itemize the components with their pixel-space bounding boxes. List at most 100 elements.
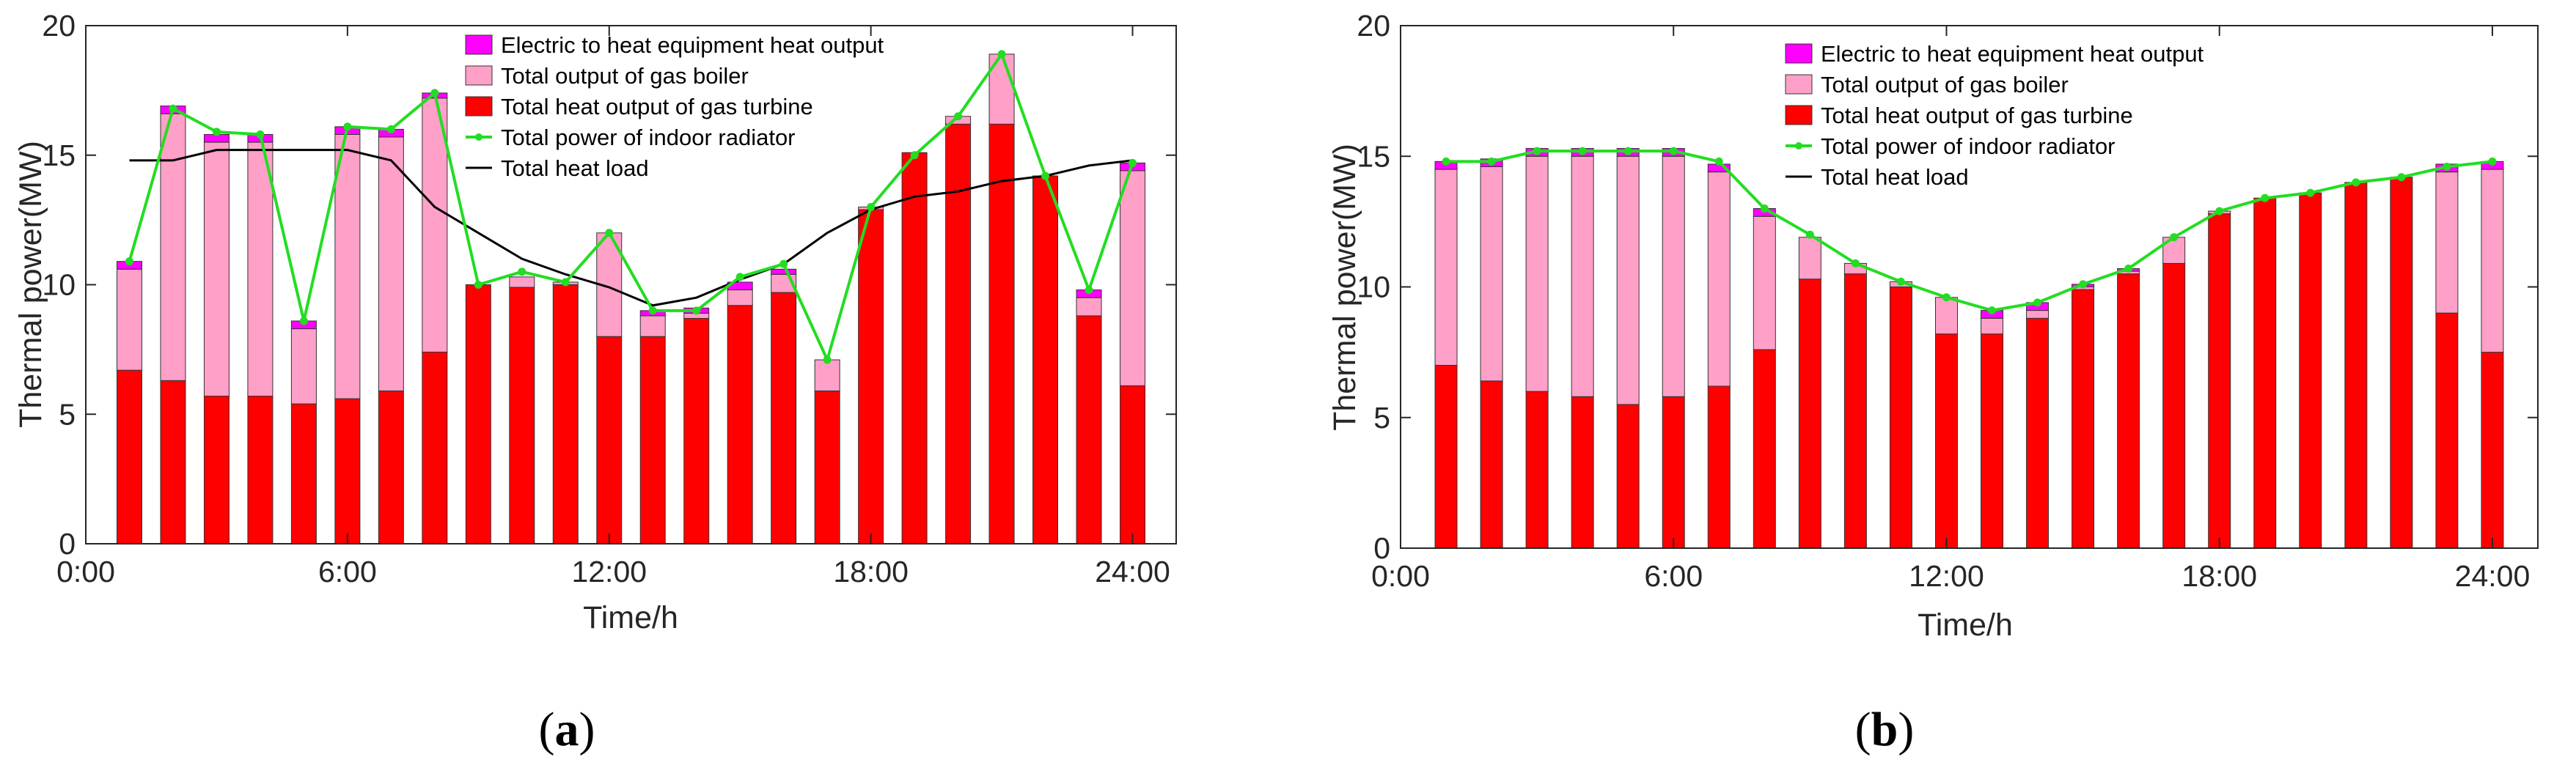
- bar-gas-boiler: [2026, 310, 2050, 319]
- bar-gas-turbine: [422, 351, 448, 544]
- y-tick-label: 15: [1357, 139, 1390, 173]
- bar-gas-boiler: [1525, 155, 1549, 392]
- bar-gas-boiler: [1076, 297, 1102, 317]
- bar-gas-boiler: [2435, 171, 2459, 314]
- bar-gas-turbine: [552, 284, 579, 544]
- bar-gas-turbine: [2481, 352, 2504, 549]
- bar-gas-turbine: [1753, 349, 1776, 549]
- bar-gas-boiler: [422, 97, 448, 352]
- radiator-point: [910, 151, 919, 160]
- bar-gas-boiler: [247, 141, 274, 397]
- bar-gas-turbine: [639, 336, 666, 544]
- bar-gas-turbine: [1889, 287, 1912, 549]
- bar-gas-turbine: [1525, 391, 1549, 549]
- y-tick-label: 0: [59, 527, 76, 561]
- bar-gas-turbine: [465, 284, 491, 544]
- bar-gas-turbine: [683, 317, 710, 544]
- radiator-point: [2488, 157, 2497, 166]
- legend-label: Total heat load: [1821, 164, 1969, 190]
- radiator-point: [1129, 158, 1137, 167]
- line-indoor-radiator: [128, 51, 1134, 364]
- bar-gas-boiler: [1120, 170, 1146, 386]
- legend-swatch: [1785, 105, 1813, 125]
- y-tick-label: 5: [59, 397, 76, 431]
- x-tick-label: 12:00: [571, 555, 647, 588]
- bar-gas-turbine: [1981, 333, 2004, 549]
- y-axis-title: Thermal power(MW): [13, 141, 48, 428]
- bar-electric-heat: [771, 268, 797, 275]
- radiator-point: [1487, 157, 1496, 166]
- bar-gas-boiler: [727, 289, 753, 306]
- radiator-point: [1805, 230, 1814, 239]
- bar-gas-boiler: [1934, 297, 1958, 335]
- bar-gas-turbine: [2299, 192, 2322, 549]
- bar-gas-turbine: [727, 305, 753, 544]
- bar-gas-turbine: [160, 380, 186, 544]
- bar-gas-turbine: [1616, 404, 1640, 549]
- bar-gas-boiler: [1480, 166, 1503, 382]
- bar-gas-boiler: [1662, 155, 1685, 397]
- bar-gas-boiler: [1707, 171, 1731, 387]
- legend-label: Electric to heat equipment heat output: [501, 32, 884, 58]
- bar-gas-boiler: [1981, 317, 2004, 335]
- bar-gas-boiler: [378, 136, 404, 391]
- bar-gas-turbine: [945, 123, 972, 544]
- radiator-point: [779, 259, 788, 268]
- bar-gas-boiler: [1616, 155, 1640, 405]
- legend-marker: [475, 133, 482, 141]
- radiator-point: [823, 355, 832, 364]
- legend-label: Total power of indoor radiator: [1821, 133, 2116, 159]
- bar-gas-boiler: [509, 276, 535, 288]
- bar-gas-turbine: [2344, 182, 2368, 549]
- radiator-point: [867, 202, 876, 211]
- bar-gas-turbine: [988, 123, 1015, 544]
- legend-swatch: [1785, 43, 1813, 64]
- legend: Electric to heat equipment heat output To…: [465, 32, 884, 181]
- bar-gas-turbine: [1434, 364, 1458, 549]
- bar-gas-turbine: [858, 209, 884, 544]
- radiator-point: [648, 306, 657, 315]
- bar-gas-turbine: [1032, 175, 1059, 544]
- legend-label: Total heat output of gas turbine: [501, 94, 813, 119]
- bar-gas-boiler: [334, 133, 361, 399]
- bar-gas-turbine: [203, 396, 230, 544]
- radiator-point: [954, 112, 963, 121]
- legend-label: Total output of gas boiler: [501, 63, 749, 89]
- radiator-point: [1669, 147, 1678, 155]
- bar-gas-turbine: [1076, 315, 1102, 544]
- bar-gas-turbine: [2026, 317, 2050, 549]
- legend-swatch: [465, 65, 493, 86]
- x-tick-label: 0:00: [1371, 559, 1430, 593]
- legend-swatch: [1785, 74, 1813, 95]
- bar-gas-turbine: [2117, 273, 2140, 549]
- radiator-point: [997, 50, 1006, 59]
- x-tick-label: 6:00: [318, 555, 377, 588]
- bar-gas-boiler: [2481, 169, 2504, 353]
- legend-marker: [1795, 142, 1802, 149]
- radiator-point: [430, 89, 439, 97]
- bar-gas-boiler: [1571, 155, 1594, 397]
- x-tick-label: 24:00: [1095, 555, 1170, 588]
- radiator-point: [299, 317, 308, 325]
- legend-swatch: [465, 34, 493, 55]
- line-total-heat-load: [129, 149, 1133, 307]
- radiator-point: [1988, 306, 1997, 315]
- radiator-point: [1942, 293, 1951, 302]
- panel-caption-b: (b): [1855, 703, 1915, 756]
- radiator-point: [256, 130, 265, 139]
- y-axis-title: Thermal power(MW): [1327, 144, 1362, 431]
- y-tick-label: 20: [1357, 9, 1390, 43]
- bar-gas-turbine: [290, 403, 317, 544]
- y-tick-label: 10: [1357, 270, 1390, 304]
- bar-gas-turbine: [2208, 213, 2231, 549]
- radiator-point: [1533, 147, 1541, 155]
- bar-gas-turbine: [509, 287, 535, 544]
- y-tick-label: 15: [42, 139, 76, 172]
- radiator-point: [561, 278, 570, 287]
- legend-label: Total heat output of gas turbine: [1821, 103, 2133, 128]
- radiator-point: [1085, 286, 1093, 295]
- bar-gas-turbine: [1571, 396, 1594, 549]
- bar-gas-turbine: [2072, 289, 2095, 549]
